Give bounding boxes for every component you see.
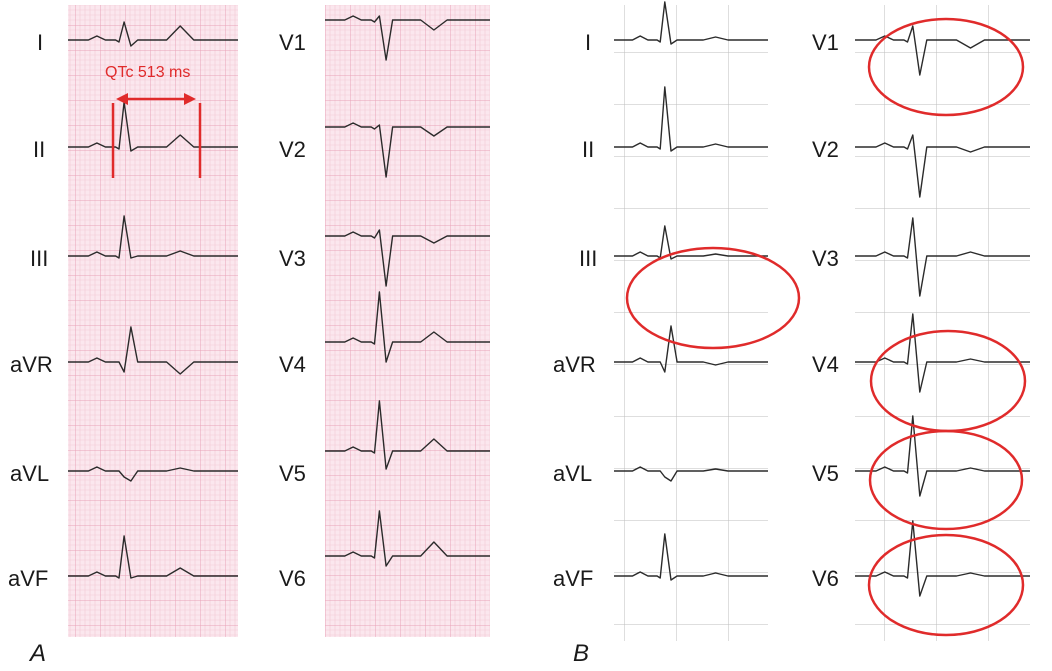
panel-b-letter: B bbox=[573, 640, 590, 667]
qtc-label: QTc 513 ms bbox=[105, 64, 191, 81]
panel-b-left-trace-3 bbox=[614, 225, 768, 260]
panel-b-lead-label-v3: V3 bbox=[812, 246, 839, 271]
circle-lead-v6 bbox=[867, 533, 1025, 637]
panel-a-lead-label-iii: III bbox=[30, 246, 49, 271]
panel-a-lead-label-i: I bbox=[37, 30, 44, 55]
panel-a-right-trace-6 bbox=[325, 510, 490, 567]
qtc-arrow-left-head bbox=[116, 93, 128, 105]
panel-b-left-trace-1 bbox=[614, 1, 768, 45]
panel-a-right-trace-4 bbox=[325, 291, 490, 363]
panel-a-letter: A bbox=[30, 640, 47, 667]
panel-a-left-trace-1 bbox=[68, 21, 238, 47]
qtc-arrow-right-head bbox=[184, 93, 196, 105]
panel-a-lead-label-v5: V5 bbox=[279, 461, 306, 486]
panel-b-right-strip bbox=[855, 5, 1030, 641]
panel-b-lead-label-avl: aVL bbox=[553, 461, 593, 486]
panel-a-left-trace-6 bbox=[68, 535, 238, 579]
qtc-measurement bbox=[111, 93, 202, 178]
panel-b-right-trace-5 bbox=[855, 415, 1030, 497]
panel-a-lead-label-v4: V4 bbox=[279, 352, 306, 377]
panel-a-lead-label-avl: aVL bbox=[10, 461, 50, 486]
panel-b-lead-label-v6: V6 bbox=[812, 566, 839, 591]
panel-a-lead-label-v3: V3 bbox=[279, 246, 306, 271]
panel-b-right-trace-6 bbox=[855, 520, 1030, 597]
panel-a-lead-label-ii: II bbox=[33, 137, 46, 162]
panel-a-lead-label-v2: V2 bbox=[279, 137, 306, 162]
panel-b-left-trace-4 bbox=[614, 325, 768, 373]
panel-b-lead-label-avf: aVF bbox=[553, 566, 594, 591]
panel-b-right-trace-2 bbox=[855, 134, 1030, 198]
panel-b-lead-label-v1: V1 bbox=[812, 30, 839, 55]
panel-b-lead-label-v5: V5 bbox=[812, 461, 839, 486]
panel-a-lead-label-avr: aVR bbox=[10, 352, 53, 377]
panel-b-right-trace-1 bbox=[855, 25, 1030, 76]
panel-b-lead-label-v2: V2 bbox=[812, 137, 839, 162]
panel-a-left-trace-5 bbox=[68, 466, 238, 482]
panel-b-left-trace-2 bbox=[614, 86, 768, 152]
panel-a-right-trace-2 bbox=[325, 122, 490, 178]
panel-b-right-trace-3 bbox=[855, 217, 1030, 297]
panel-a-lead-label-v6: V6 bbox=[279, 566, 306, 591]
panel-a-right-strip bbox=[325, 5, 490, 637]
circle-lead-v1 bbox=[867, 17, 1025, 117]
panel-b-lead-label-v4: V4 bbox=[812, 352, 839, 377]
panel-a-right-trace-5 bbox=[325, 400, 490, 470]
panel-a-left-trace-3 bbox=[68, 215, 238, 259]
panel-b-lead-label-ii: II bbox=[582, 137, 595, 162]
panel-a-left-strip bbox=[68, 5, 238, 637]
panel-b-lead-label-avr: aVR bbox=[553, 352, 596, 377]
circle-lead-v5 bbox=[868, 429, 1024, 531]
panel-a-right-trace-3 bbox=[325, 229, 490, 287]
panel-a-lead-label-v1: V1 bbox=[279, 30, 306, 55]
panel-a-lead-label-avf: aVF bbox=[8, 566, 49, 591]
panel-b-left-trace-6 bbox=[614, 533, 768, 581]
panel-b-lead-label-i: I bbox=[585, 30, 592, 55]
panel-b-left-trace-5 bbox=[614, 466, 768, 482]
panel-b-right-trace-4 bbox=[855, 313, 1030, 393]
circle-lead-iii bbox=[625, 246, 801, 350]
panel-a-right-trace-1 bbox=[325, 15, 490, 61]
panel-a-left-trace-4 bbox=[68, 326, 238, 375]
panel-b-lead-label-iii: III bbox=[579, 246, 598, 271]
